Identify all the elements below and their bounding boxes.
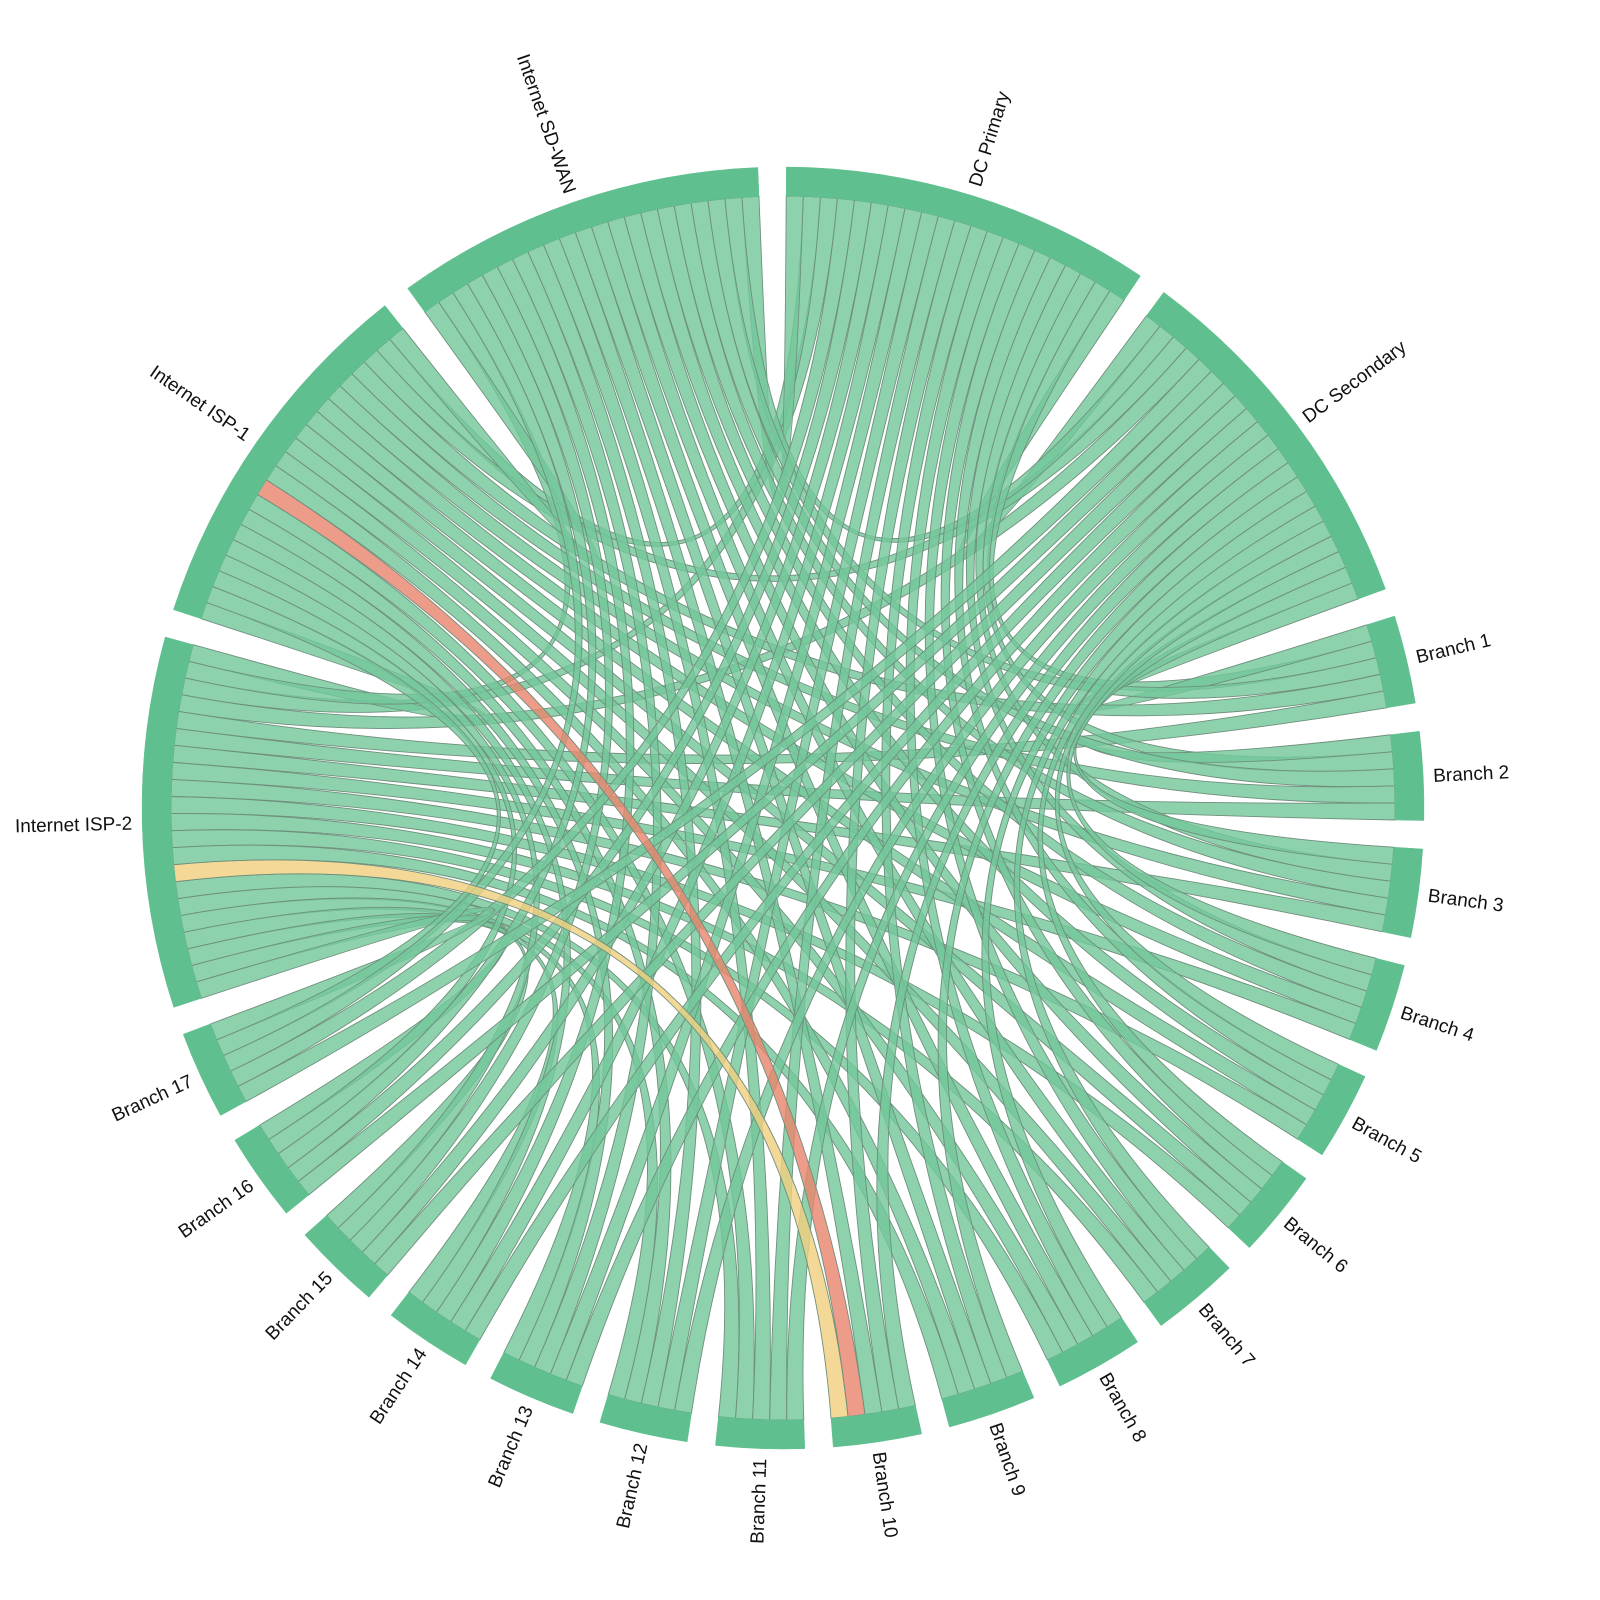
node-arc-branch-12[interactable] [599,1394,692,1443]
node-label-dc-primary: DC Primary [965,89,1014,189]
node-label-branch-17: Branch 17 [109,1071,196,1126]
node-label-branch-7: Branch 7 [1194,1300,1259,1372]
node-label-branch-16: Branch 16 [175,1176,258,1243]
ribbons [170,195,1396,1421]
node-label-branch-11: Branch 11 [747,1458,771,1544]
node-label-branch-3: Branch 3 [1427,886,1505,917]
node-arc-internet-sd-wan[interactable] [407,167,760,313]
node-arc-branch-17[interactable] [182,1023,247,1116]
node-arc-branch-15[interactable] [304,1215,388,1298]
node-label-branch-13: Branch 13 [484,1403,537,1491]
node-arc-branch-16[interactable] [234,1124,310,1214]
node-label-branch-15: Branch 15 [262,1268,337,1345]
node-arc-internet-isp-1[interactable] [173,305,404,619]
node-arc-dc-primary[interactable] [785,166,1141,301]
node-label-internet-sd-wan: Internet SD-WAN [512,52,580,197]
node-arc-branch-9[interactable] [941,1370,1035,1428]
node-arc-branch-3[interactable] [1382,846,1423,938]
node-label-branch-1: Branch 1 [1414,630,1493,668]
node-arcs [141,166,1425,1450]
node-label-branch-9: Branch 9 [984,1420,1029,1499]
node-label-branch-5: Branch 5 [1348,1113,1425,1168]
node-arc-branch-10[interactable] [830,1405,922,1448]
node-arc-dc-secondary[interactable] [1146,291,1386,600]
node-arc-branch-5[interactable] [1297,1064,1366,1156]
node-arc-branch-1[interactable] [1366,615,1416,709]
node-arc-branch-11[interactable] [715,1416,806,1450]
node-arc-internet-isp-2[interactable] [141,636,202,1008]
node-label-internet-isp-1: Internet ISP-1 [146,362,254,446]
node-label-branch-2: Branch 2 [1433,762,1510,787]
node-label-branch-14: Branch 14 [366,1344,432,1428]
node-label-branch-4: Branch 4 [1398,1003,1477,1047]
node-arc-branch-4[interactable] [1349,958,1405,1051]
node-label-branch-8: Branch 8 [1094,1369,1150,1445]
node-arc-branch-7[interactable] [1143,1246,1230,1326]
node-arc-branch-13[interactable] [490,1352,583,1414]
node-label-internet-isp-2: Internet ISP-2 [15,814,133,838]
node-label-dc-secondary: DC Secondary [1299,337,1411,428]
node-label-branch-12: Branch 12 [613,1441,652,1530]
node-arc-branch-14[interactable] [390,1291,481,1366]
node-arc-branch-8[interactable] [1047,1317,1138,1387]
node-arc-branch-2[interactable] [1390,730,1425,821]
node-label-branch-10: Branch 10 [868,1450,902,1539]
node-arc-branch-6[interactable] [1227,1161,1307,1249]
node-label-branch-6: Branch 6 [1279,1213,1351,1277]
